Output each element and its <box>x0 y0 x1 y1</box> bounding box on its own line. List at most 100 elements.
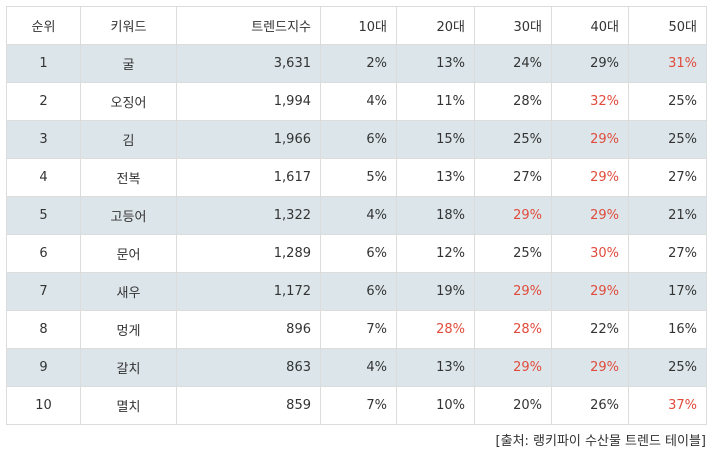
cell-age-10s: 6% <box>320 272 397 311</box>
cell-age-50s: 37% <box>628 386 707 425</box>
cell-age-40s: 29% <box>551 158 629 197</box>
cell-age-10s: 4% <box>320 348 397 387</box>
cell-age-30s: 29% <box>474 348 552 387</box>
header-keyword: 키워드 <box>80 6 177 45</box>
cell-age-10s: 6% <box>320 120 397 159</box>
header-age-20s: 20대 <box>396 6 475 45</box>
cell-age-40s: 22% <box>551 310 629 349</box>
cell-rank: 1 <box>6 44 81 83</box>
cell-age-10s: 4% <box>320 82 397 121</box>
table-row: 8 멍게 896 7% 28% 28% 22% 16% <box>6 310 707 349</box>
cell-rank: 3 <box>6 120 81 159</box>
cell-age-20s: 13% <box>396 44 475 83</box>
cell-age-40s: 29% <box>551 348 629 387</box>
cell-age-20s: 15% <box>396 120 475 159</box>
cell-trend-index: 859 <box>176 386 321 425</box>
cell-age-50s: 17% <box>628 272 707 311</box>
cell-keyword: 멸치 <box>80 386 177 425</box>
cell-trend-index: 896 <box>176 310 321 349</box>
table-row: 5 고등어 1,322 4% 18% 29% 29% 21% <box>6 196 707 235</box>
header-age-10s: 10대 <box>320 6 397 45</box>
table-row: 7 새우 1,172 6% 19% 29% 29% 17% <box>6 272 707 311</box>
cell-age-40s: 29% <box>551 44 629 83</box>
cell-rank: 8 <box>6 310 81 349</box>
cell-age-50s: 27% <box>628 158 707 197</box>
cell-age-20s: 13% <box>396 158 475 197</box>
cell-keyword: 고등어 <box>80 196 177 235</box>
cell-rank: 10 <box>6 386 81 425</box>
cell-age-20s: 13% <box>396 348 475 387</box>
header-row: 순위 키워드 트렌드지수 10대 20대 30대 40대 50대 <box>6 6 707 45</box>
cell-trend-index: 1,617 <box>176 158 321 197</box>
table-row: 3 김 1,966 6% 15% 25% 29% 25% <box>6 120 707 159</box>
cell-rank: 4 <box>6 158 81 197</box>
cell-age-10s: 7% <box>320 386 397 425</box>
cell-age-20s: 28% <box>396 310 475 349</box>
cell-age-30s: 29% <box>474 272 552 311</box>
cell-rank: 9 <box>6 348 81 387</box>
table-row: 1 굴 3,631 2% 13% 24% 29% 31% <box>6 44 707 83</box>
cell-age-30s: 24% <box>474 44 552 83</box>
cell-age-40s: 30% <box>551 234 629 273</box>
header-age-50s: 50대 <box>628 6 707 45</box>
cell-rank: 5 <box>6 196 81 235</box>
cell-age-20s: 12% <box>396 234 475 273</box>
table-row: 9 갈치 863 4% 13% 29% 29% 25% <box>6 348 707 387</box>
cell-rank: 2 <box>6 82 81 121</box>
header-rank: 순위 <box>6 6 81 45</box>
table-row: 4 전복 1,617 5% 13% 27% 29% 27% <box>6 158 707 197</box>
cell-trend-index: 1,994 <box>176 82 321 121</box>
cell-age-10s: 7% <box>320 310 397 349</box>
cell-trend-index: 1,322 <box>176 196 321 235</box>
cell-age-50s: 25% <box>628 120 707 159</box>
cell-age-20s: 19% <box>396 272 475 311</box>
cell-age-20s: 18% <box>396 196 475 235</box>
table-body: 1 굴 3,631 2% 13% 24% 29% 31% 2 오징어 1,994 4% 11% 28% 32… <box>6 44 707 425</box>
cell-age-10s: 2% <box>320 44 397 83</box>
cell-trend-index: 1,289 <box>176 234 321 273</box>
cell-keyword: 갈치 <box>80 348 177 387</box>
cell-age-10s: 6% <box>320 234 397 273</box>
header-age-30s: 30대 <box>474 6 552 45</box>
cell-age-20s: 11% <box>396 82 475 121</box>
cell-keyword: 멍게 <box>80 310 177 349</box>
cell-keyword: 새우 <box>80 272 177 311</box>
cell-age-40s: 29% <box>551 120 629 159</box>
cell-age-30s: 28% <box>474 82 552 121</box>
table-header: 순위 키워드 트렌드지수 10대 20대 30대 40대 50대 <box>6 6 707 45</box>
cell-keyword: 굴 <box>80 44 177 83</box>
cell-keyword: 김 <box>80 120 177 159</box>
cell-age-30s: 20% <box>474 386 552 425</box>
cell-age-50s: 16% <box>628 310 707 349</box>
cell-age-50s: 25% <box>628 82 707 121</box>
cell-age-40s: 29% <box>551 272 629 311</box>
source-caption: [출처: 랭키파이 수산물 트렌드 테이블] <box>495 434 706 449</box>
cell-trend-index: 1,172 <box>176 272 321 311</box>
cell-keyword: 오징어 <box>80 82 177 121</box>
cell-rank: 6 <box>6 234 81 273</box>
cell-keyword: 문어 <box>80 234 177 273</box>
cell-age-40s: 26% <box>551 386 629 425</box>
table-row: 10 멸치 859 7% 10% 20% 26% 37% <box>6 386 707 425</box>
cell-age-10s: 5% <box>320 158 397 197</box>
cell-age-30s: 25% <box>474 120 552 159</box>
table-row: 2 오징어 1,994 4% 11% 28% 32% 25% <box>6 82 707 121</box>
cell-age-30s: 25% <box>474 234 552 273</box>
trend-table: 순위 키워드 트렌드지수 10대 20대 30대 40대 50대 1 굴 3,631… <box>6 6 707 425</box>
cell-age-30s: 27% <box>474 158 552 197</box>
header-trend-index: 트렌드지수 <box>176 6 321 45</box>
cell-age-50s: 21% <box>628 196 707 235</box>
cell-age-30s: 29% <box>474 196 552 235</box>
cell-age-50s: 31% <box>628 44 707 83</box>
cell-keyword: 전복 <box>80 158 177 197</box>
cell-trend-index: 1,966 <box>176 120 321 159</box>
cell-age-50s: 27% <box>628 234 707 273</box>
cell-age-10s: 4% <box>320 196 397 235</box>
cell-age-40s: 29% <box>551 196 629 235</box>
table-row: 6 문어 1,289 6% 12% 25% 30% 27% <box>6 234 707 273</box>
header-age-40s: 40대 <box>551 6 629 45</box>
cell-age-40s: 32% <box>551 82 629 121</box>
cell-trend-index: 3,631 <box>176 44 321 83</box>
cell-rank: 7 <box>6 272 81 311</box>
cell-age-50s: 25% <box>628 348 707 387</box>
